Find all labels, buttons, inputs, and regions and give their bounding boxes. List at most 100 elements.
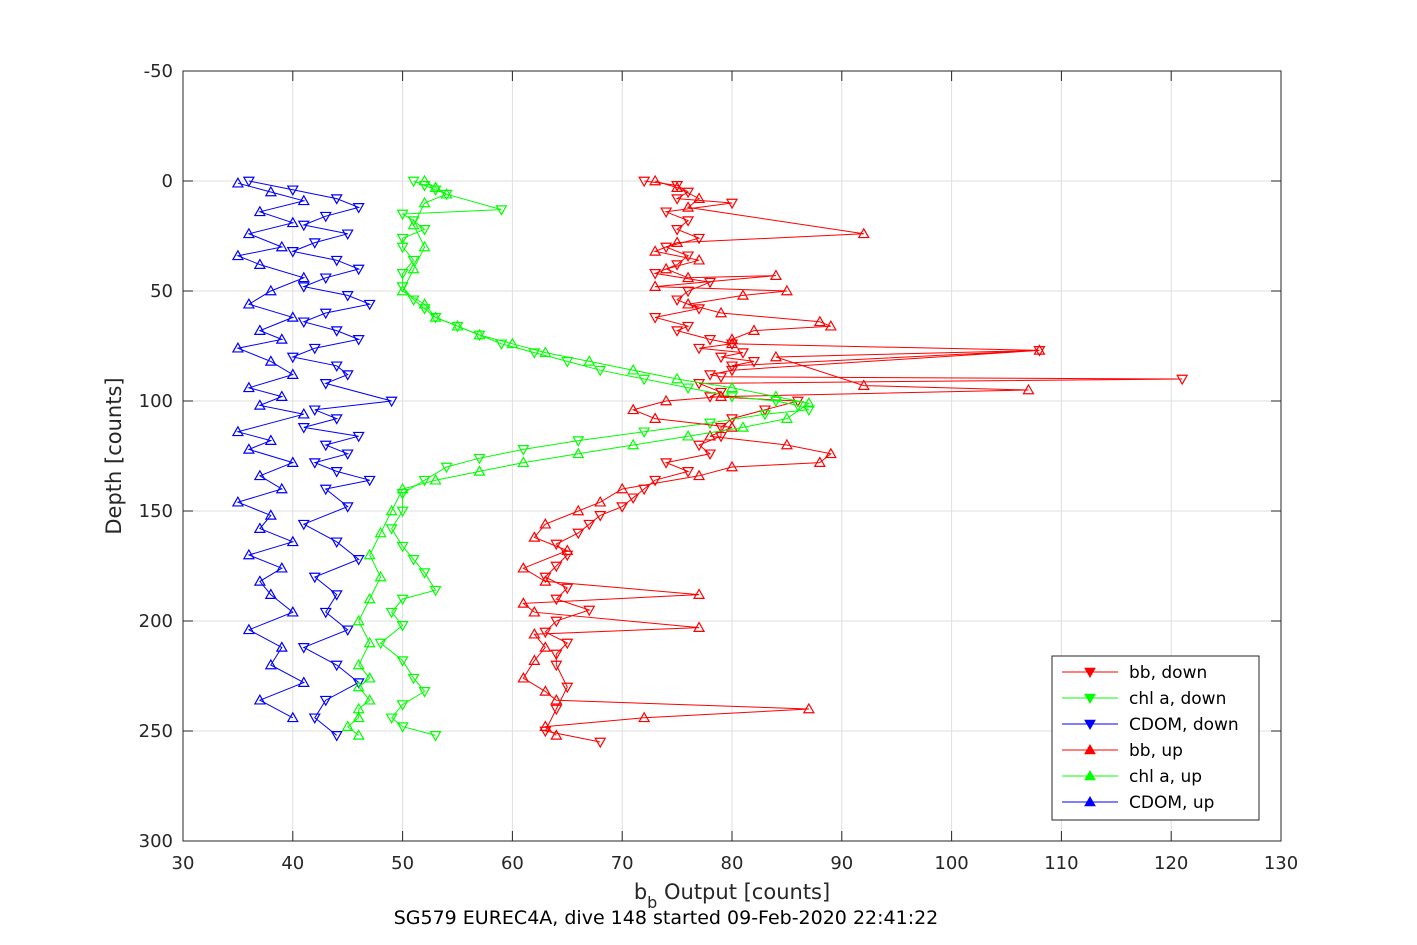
data-point	[550, 693, 563, 705]
data-point	[561, 357, 574, 368]
data-point	[330, 660, 343, 672]
data-point	[407, 176, 420, 188]
data-point	[517, 671, 530, 683]
data-point	[561, 550, 574, 562]
data-point	[330, 255, 343, 267]
data-point	[319, 607, 332, 619]
data-point	[308, 713, 321, 725]
data-point	[550, 660, 563, 672]
data-point	[649, 280, 662, 291]
data-point	[693, 469, 706, 481]
data-point	[231, 176, 244, 188]
data-point	[791, 401, 804, 412]
data-point	[594, 495, 607, 507]
y-tick-label: 300	[139, 831, 173, 852]
data-point	[594, 511, 607, 522]
data-point	[682, 201, 695, 212]
legend-marker	[1084, 719, 1096, 731]
data-point	[440, 187, 453, 199]
data-point	[319, 484, 332, 496]
data-point	[253, 258, 266, 269]
data-point	[396, 284, 409, 296]
data-point	[473, 453, 486, 465]
data-point	[539, 575, 552, 586]
data-point	[671, 194, 684, 205]
data-point	[242, 548, 255, 560]
y-tick-label: 100	[139, 391, 173, 412]
legend-label: chl a, down	[1129, 689, 1226, 709]
data-point	[704, 418, 717, 430]
data-point	[231, 341, 244, 353]
data-point	[297, 643, 310, 654]
data-point	[638, 711, 651, 723]
data-point	[682, 297, 695, 309]
data-point	[429, 585, 442, 597]
data-point	[418, 687, 431, 698]
data-point	[297, 220, 310, 232]
data-point	[352, 711, 365, 723]
chart-caption: SG579 EUREC4A, dive 148 started 09-Feb-2…	[394, 907, 939, 929]
data-point	[407, 295, 420, 307]
data-point	[627, 438, 640, 450]
data-point	[780, 412, 793, 423]
data-point	[802, 702, 815, 714]
data-point	[297, 676, 310, 687]
data-point	[693, 621, 706, 632]
legend-marker	[1084, 667, 1096, 679]
data-point	[352, 658, 365, 670]
data-point	[704, 449, 717, 461]
y-tick-label: 0	[162, 171, 173, 192]
data-point	[363, 299, 376, 311]
data-point	[231, 249, 244, 261]
data-point	[802, 396, 815, 408]
data-point	[736, 289, 750, 300]
data-point	[286, 247, 299, 258]
data-point	[341, 502, 354, 513]
data-point	[671, 326, 684, 337]
series-line	[235, 182, 306, 719]
data-point	[253, 522, 266, 533]
y-tick-label: 200	[139, 611, 173, 632]
x-tick-label: 100	[934, 853, 968, 874]
legend: bb, down chl a, down CDOM, down bb, up chl a…	[1051, 655, 1260, 821]
x-axis-label: bb Output [counts]	[634, 880, 830, 912]
x-tick-label: 120	[1154, 853, 1188, 874]
data-point	[693, 192, 706, 203]
data-point	[396, 282, 409, 293]
data-point	[407, 673, 420, 685]
data-point	[704, 335, 717, 346]
data-point	[671, 181, 684, 192]
data-point	[1176, 374, 1189, 386]
legend-marker	[1084, 795, 1096, 807]
data-point	[352, 678, 365, 689]
x-tick-label: 60	[501, 853, 524, 874]
data-point	[594, 365, 607, 377]
data-point	[769, 396, 782, 408]
data-point	[341, 449, 354, 461]
data-point	[649, 245, 662, 256]
data-point	[286, 535, 299, 547]
data-point	[385, 713, 398, 725]
data-point	[528, 654, 541, 665]
data-point	[473, 465, 486, 476]
data-point	[561, 544, 574, 555]
data-point	[758, 409, 771, 421]
data-point	[341, 291, 354, 302]
data-point	[638, 374, 651, 386]
data-point	[264, 509, 277, 520]
data-point	[451, 319, 464, 331]
data-point	[385, 396, 398, 408]
legend-entry: chl a, down	[1062, 689, 1226, 709]
x-tick-label: 110	[1044, 853, 1078, 874]
data-point	[352, 335, 365, 346]
legend-box	[1051, 655, 1260, 821]
data-point	[363, 636, 376, 648]
data-point	[330, 537, 343, 549]
legend-entry: bb, down	[1062, 663, 1207, 683]
data-point	[231, 495, 244, 507]
data-point	[693, 440, 706, 452]
data-point	[231, 425, 244, 437]
data-point	[418, 475, 431, 487]
data-point	[550, 539, 563, 551]
data-point	[242, 176, 255, 188]
